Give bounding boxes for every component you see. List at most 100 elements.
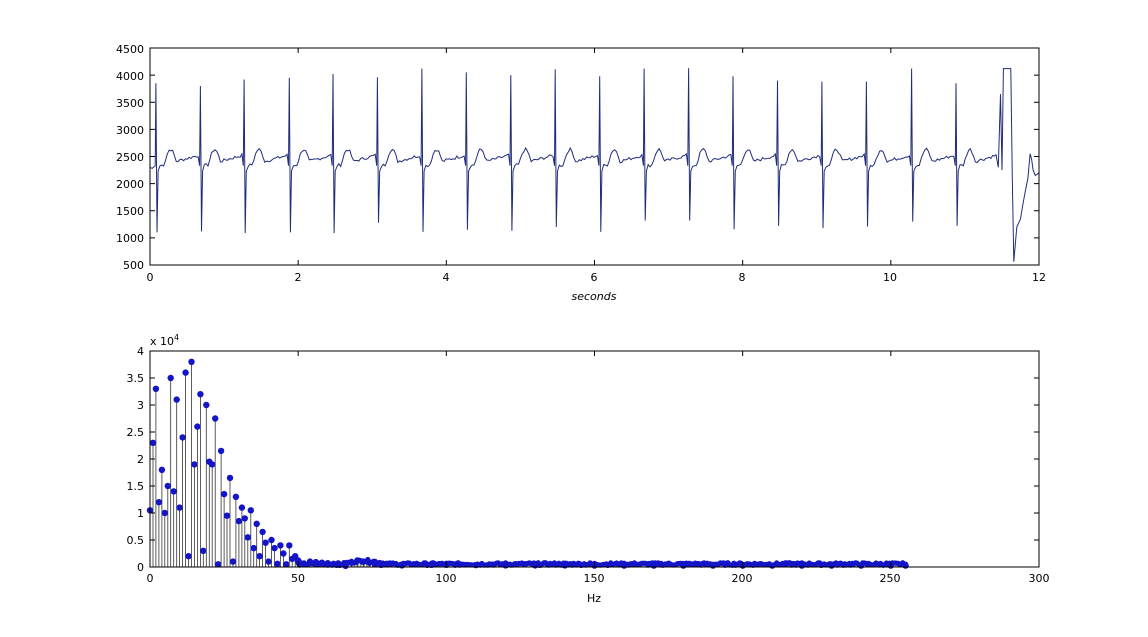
- stem-marker: [268, 536, 275, 544]
- stem-marker: [223, 512, 231, 519]
- stem-marker: [372, 561, 379, 568]
- stem-marker: [265, 558, 272, 565]
- stem-marker: [798, 562, 806, 569]
- stem-marker: [179, 434, 186, 441]
- stem-marker: [161, 509, 168, 517]
- stem-marker: [377, 561, 385, 568]
- top-y-tick-label: 3000: [116, 124, 144, 137]
- bottom-y-ticks: 0 0.5 1 1.5 2 2.5 3 3.5 4: [127, 345, 145, 574]
- stem-marker: [212, 415, 219, 422]
- bottom-x-tick-label: 250: [880, 572, 901, 585]
- stem-marker: [858, 562, 865, 569]
- stem-marker: [277, 542, 284, 549]
- stem-marker: [164, 482, 171, 490]
- stem-marker: [176, 504, 183, 511]
- stem-marker: [149, 439, 157, 446]
- stem-marker: [312, 558, 320, 566]
- stem-marker: [262, 539, 269, 546]
- stem-marker: [238, 504, 246, 511]
- stem-marker: [229, 558, 237, 565]
- top-x-tick-label: 8: [739, 271, 746, 284]
- stem-marker: [158, 466, 166, 473]
- bottom-y-tick-label: 3.5: [127, 372, 145, 385]
- stem-marker: [200, 547, 207, 554]
- stem-marker: [247, 507, 254, 514]
- stem-marker: [215, 561, 222, 568]
- top-x-tick-label: 12: [1032, 271, 1046, 284]
- stem-marker: [253, 520, 260, 527]
- top-y-tick-label: 4500: [116, 43, 144, 56]
- top-x-tick-label: 6: [591, 271, 598, 284]
- bottom-y-tick-label: 2.5: [127, 426, 145, 439]
- top-x-tick-label: 2: [295, 271, 302, 284]
- stem-marker: [170, 488, 177, 495]
- bottom-y-tick-label: 4: [137, 345, 144, 358]
- bottom-axes-frame: [149, 350, 1040, 568]
- top-y-tick-label: 500: [123, 259, 144, 272]
- stem-marker: [283, 561, 290, 568]
- bottom-y-tick-label: 1: [137, 507, 144, 520]
- stem-marker: [271, 544, 278, 552]
- stem-marker: [244, 534, 251, 541]
- stem-marker: [680, 562, 687, 569]
- stem-marker: [173, 396, 180, 403]
- stem-marker: [152, 385, 160, 392]
- ecg-series-line: [149, 68, 1040, 262]
- bottom-x-tick-label: 150: [584, 572, 605, 585]
- stem-marker: [191, 461, 198, 468]
- spectrum-panel: 0 50 100 150 200 250 300 0 0.5 1 1.5 2 2…: [127, 333, 1050, 605]
- stem-marker: [188, 358, 195, 365]
- stem-marker: [300, 560, 308, 567]
- stem-marker: [295, 557, 302, 564]
- stem-marker: [232, 493, 240, 500]
- stem-marker: [398, 562, 406, 569]
- stem-marker: [280, 550, 287, 557]
- top-y-ticks: 500 1000 1500 2000 2500 3000 3500 4000 4…: [116, 43, 144, 272]
- stem-marker: [709, 562, 717, 569]
- exponent-base: x 10: [150, 335, 174, 348]
- bottom-y-tick-label: 0: [137, 561, 144, 574]
- stem-marker: [428, 561, 435, 568]
- top-y-tick-label: 3500: [116, 97, 144, 110]
- bottom-y-exponent-label: x 104: [150, 333, 179, 348]
- stem-marker: [197, 391, 204, 398]
- stem-marker: [342, 562, 349, 570]
- bottom-y-tick-label: 0.5: [127, 534, 145, 547]
- stem-marker: [336, 561, 343, 568]
- stem-marker: [354, 557, 361, 564]
- top-y-tick-label: 2500: [116, 151, 144, 164]
- stem-marker: [217, 447, 225, 455]
- stem-marker: [194, 423, 201, 430]
- bottom-x-tick-label: 50: [291, 572, 305, 585]
- stem-marker: [250, 544, 257, 552]
- stem-marker: [532, 562, 539, 569]
- stem-marker: [306, 558, 314, 565]
- stem-marker: [209, 461, 216, 468]
- stem-marker: [324, 560, 331, 567]
- top-x-ticks: 0 2 4 6 8 10 12: [147, 271, 1047, 284]
- bottom-x-tick-label: 200: [732, 572, 753, 585]
- stem-marker: [902, 562, 909, 569]
- stem-marker: [259, 528, 266, 536]
- bottom-x-tick-label: 100: [436, 572, 457, 585]
- top-x-tick-label: 10: [883, 271, 897, 284]
- top-axes-frame: [149, 47, 1040, 266]
- stem-marker: [185, 553, 192, 560]
- top-x-tick-label: 4: [443, 271, 450, 284]
- stem-marker: [348, 559, 355, 566]
- stem-marker: [167, 374, 174, 382]
- top-y-tick-label: 1000: [116, 232, 144, 245]
- stem-marker: [366, 559, 373, 566]
- stem-marker: [383, 560, 391, 567]
- top-y-tick-label: 2000: [116, 178, 144, 191]
- bottom-x-tick-label: 0: [147, 572, 154, 585]
- bottom-tick-marks: [149, 350, 1040, 568]
- bottom-x-ticks: 0 50 100 150 200 250 300: [147, 572, 1050, 585]
- stem-marker: [620, 562, 628, 569]
- stem-marker: [226, 474, 234, 482]
- stem-marker: [155, 499, 163, 506]
- stem-marker: [203, 401, 210, 409]
- top-x-axis-label: seconds: [572, 290, 617, 303]
- stem-marker: [828, 562, 835, 569]
